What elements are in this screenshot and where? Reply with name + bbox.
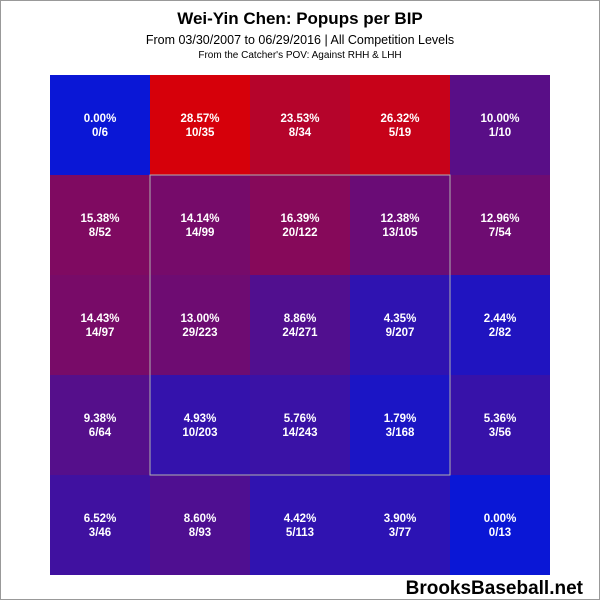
heatmap-cell: [50, 475, 150, 575]
cell-percent-label: 15.38%: [80, 213, 119, 225]
heatmap-cell: [350, 475, 450, 575]
cell-count-label: 14/97: [86, 327, 115, 339]
cell-count-label: 0/6: [92, 127, 108, 139]
cell-percent-label: 28.57%: [180, 113, 219, 125]
heatmap-cell: [450, 475, 550, 575]
heatmap-cell: [350, 375, 450, 475]
cell-percent-label: 12.96%: [480, 213, 519, 225]
cell-count-label: 3/77: [389, 527, 411, 539]
cell-percent-label: 26.32%: [380, 113, 419, 125]
cell-percent-label: 10.00%: [480, 113, 519, 125]
heatmap-cell: [50, 75, 150, 175]
heatmap-cell: [50, 175, 150, 275]
cell-count-label: 5/19: [389, 127, 411, 139]
cell-count-label: 1/10: [489, 127, 511, 139]
heatmap-cell: [450, 375, 550, 475]
cell-count-label: 29/223: [182, 327, 217, 339]
cell-count-label: 8/34: [289, 127, 312, 139]
heatmap-cell: [250, 375, 350, 475]
heatmap-cell: [150, 475, 250, 575]
cell-count-label: 10/203: [182, 427, 217, 439]
heatmap-cell: [450, 275, 550, 375]
cell-percent-label: 4.35%: [384, 313, 417, 325]
cell-percent-label: 4.93%: [184, 413, 217, 425]
cell-percent-label: 0.00%: [484, 513, 517, 525]
cell-percent-label: 3.90%: [384, 513, 417, 525]
cell-percent-label: 4.42%: [284, 513, 317, 525]
cell-percent-label: 23.53%: [280, 113, 319, 125]
cell-count-label: 13/105: [382, 227, 418, 239]
cell-percent-label: 0.00%: [84, 113, 117, 125]
cell-count-label: 8/93: [189, 527, 211, 539]
heatmap-cell: [150, 75, 250, 175]
cell-count-label: 24/271: [282, 327, 318, 339]
heatmap-cell: [250, 275, 350, 375]
cell-count-label: 20/122: [282, 227, 317, 239]
cell-count-label: 9/207: [386, 327, 415, 339]
cell-percent-label: 8.86%: [284, 313, 317, 325]
cell-percent-label: 14.14%: [180, 213, 219, 225]
cell-percent-label: 5.76%: [284, 413, 317, 425]
heatmap-cell: [450, 175, 550, 275]
heatmap-cell: [250, 475, 350, 575]
cell-count-label: 7/54: [489, 227, 512, 239]
cell-count-label: 0/13: [489, 527, 511, 539]
cell-count-label: 2/82: [489, 327, 511, 339]
cell-percent-label: 14.43%: [80, 313, 119, 325]
cell-count-label: 14/243: [282, 427, 317, 439]
cell-percent-label: 9.38%: [84, 413, 117, 425]
cell-percent-label: 6.52%: [84, 513, 117, 525]
chart-pov-note: From the Catcher's POV: Against RHH & LH…: [198, 50, 402, 61]
cell-count-label: 6/64: [89, 427, 112, 439]
heatmap-cell: [150, 375, 250, 475]
heatmap-cell: [250, 75, 350, 175]
brand-watermark: BrooksBaseball.net: [405, 578, 583, 599]
heatmap-cell: [50, 275, 150, 375]
chart-title: Wei-Yin Chen: Popups per BIP: [177, 9, 423, 28]
cell-percent-label: 16.39%: [280, 213, 319, 225]
cell-percent-label: 13.00%: [180, 313, 219, 325]
cell-percent-label: 8.60%: [184, 513, 217, 525]
cell-percent-label: 12.38%: [380, 213, 419, 225]
chart-subtitle: From 03/30/2007 to 06/29/2016 | All Comp…: [145, 33, 455, 47]
cell-count-label: 5/113: [286, 527, 314, 539]
heatmap-cell: [350, 175, 450, 275]
heatmap-cell: [150, 175, 250, 275]
strike-zone-outline: [149, 174, 451, 476]
cell-percent-label: 5.36%: [484, 413, 517, 425]
cell-percent-label: 2.44%: [484, 313, 517, 325]
heatmap-cell: [350, 75, 450, 175]
cell-count-label: 3/46: [89, 527, 111, 539]
cell-count-label: 3/168: [386, 427, 415, 439]
heatmap-cell: [250, 175, 350, 275]
heatmap-cell: [150, 275, 250, 375]
cell-count-label: 3/56: [489, 427, 511, 439]
heatmap-cell: [350, 275, 450, 375]
cell-count-label: 14/99: [186, 227, 215, 239]
heatmap-cell: [50, 375, 150, 475]
cell-count-label: 8/52: [89, 227, 111, 239]
cell-percent-label: 1.79%: [384, 413, 417, 425]
heatmap-cell: [450, 75, 550, 175]
cell-count-label: 10/35: [186, 127, 215, 139]
